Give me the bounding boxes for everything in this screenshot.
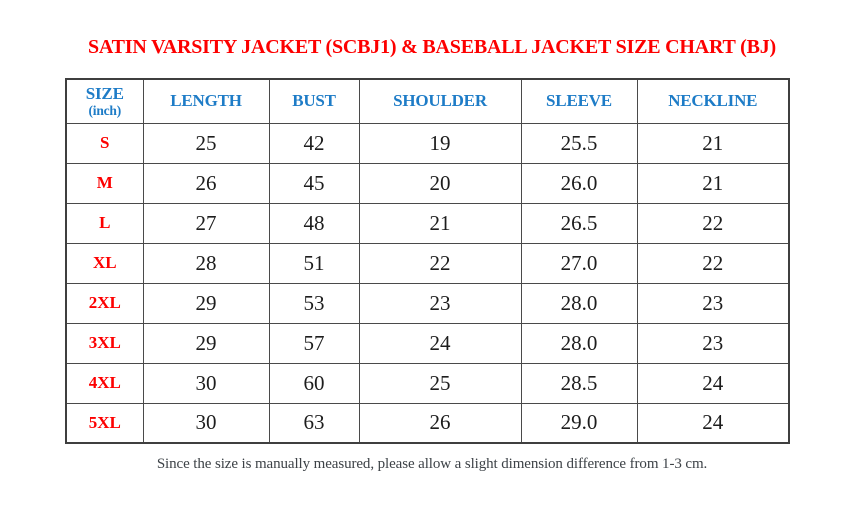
shoulder-value: 25 (358, 362, 522, 404)
table-row-5xl: 5XL 30 63 26 29.0 24 (65, 402, 790, 444)
bust-value: 42 (268, 122, 360, 164)
measurement-disclaimer: Since the size is manually measured, ple… (156, 456, 708, 472)
size-label: M (65, 162, 144, 204)
shoulder-value: 26 (358, 402, 522, 444)
table-row-4xl: 4XL 30 60 25 28.5 24 (65, 362, 790, 404)
size-label: S (65, 122, 144, 164)
length-value: 30 (142, 362, 270, 404)
sleeve-value: 28.0 (520, 282, 638, 324)
shoulder-value: 20 (358, 162, 522, 204)
length-value: 27 (142, 202, 270, 244)
bust-value: 51 (268, 242, 360, 284)
header-row: SIZE (inch) LENGTH BUST SHOULDER SLEEVE … (65, 78, 790, 124)
sleeve-value: 26.0 (520, 162, 638, 204)
neckline-value: 21 (636, 122, 790, 164)
col-header-sleeve: SLEEVE (520, 78, 638, 124)
length-value: 29 (142, 282, 270, 324)
neckline-value: 21 (636, 162, 790, 204)
neckline-value: 23 (636, 282, 790, 324)
bust-value: 57 (268, 322, 360, 364)
col-header-bust: BUST (268, 78, 360, 124)
neckline-value: 22 (636, 242, 790, 284)
page-title: SATIN VARSITY JACKET (SCBJ1) & BASEBALL … (87, 36, 776, 58)
bust-value: 60 (268, 362, 360, 404)
table-row-xl: XL 28 51 22 27.0 22 (65, 242, 790, 284)
length-value: 28 (142, 242, 270, 284)
bust-value: 48 (268, 202, 360, 244)
shoulder-value: 24 (358, 322, 522, 364)
size-label: 3XL (65, 322, 144, 364)
sleeve-value: 25.5 (520, 122, 638, 164)
neckline-value: 24 (636, 402, 790, 444)
table-row-m: M 26 45 20 26.0 21 (65, 162, 790, 204)
size-label: 4XL (65, 362, 144, 404)
length-value: 26 (142, 162, 270, 204)
length-value: 30 (142, 402, 270, 444)
bust-value: 45 (268, 162, 360, 204)
table-row-2xl: 2XL 29 53 23 28.0 23 (65, 282, 790, 324)
sleeve-value: 28.0 (520, 322, 638, 364)
col-header-size: SIZE (inch) (65, 78, 144, 124)
length-value: 29 (142, 322, 270, 364)
neckline-value: 23 (636, 322, 790, 364)
length-value: 25 (142, 122, 270, 164)
neckline-value: 24 (636, 362, 790, 404)
table-row-3xl: 3XL 29 57 24 28.0 23 (65, 322, 790, 364)
size-label: L (65, 202, 144, 244)
table-row-s: S 25 42 19 25.5 21 (65, 122, 790, 164)
neckline-value: 22 (636, 202, 790, 244)
size-header-unit: (inch) (88, 103, 122, 119)
size-label: 2XL (65, 282, 144, 324)
bust-value: 63 (268, 402, 360, 444)
shoulder-value: 21 (358, 202, 522, 244)
shoulder-value: 19 (358, 122, 522, 164)
size-label: XL (65, 242, 144, 284)
sleeve-value: 26.5 (520, 202, 638, 244)
col-header-neckline: NECKLINE (636, 78, 790, 124)
size-chart-table: SIZE (inch) LENGTH BUST SHOULDER SLEEVE … (65, 78, 790, 444)
col-header-length: LENGTH (142, 78, 270, 124)
sleeve-value: 27.0 (520, 242, 638, 284)
shoulder-value: 23 (358, 282, 522, 324)
size-label: 5XL (65, 402, 144, 444)
table-row-l: L 27 48 21 26.5 22 (65, 202, 790, 244)
sleeve-value: 29.0 (520, 402, 638, 444)
col-header-shoulder: SHOULDER (358, 78, 522, 124)
size-header-label: SIZE (85, 84, 124, 104)
sleeve-value: 28.5 (520, 362, 638, 404)
bust-value: 53 (268, 282, 360, 324)
shoulder-value: 22 (358, 242, 522, 284)
